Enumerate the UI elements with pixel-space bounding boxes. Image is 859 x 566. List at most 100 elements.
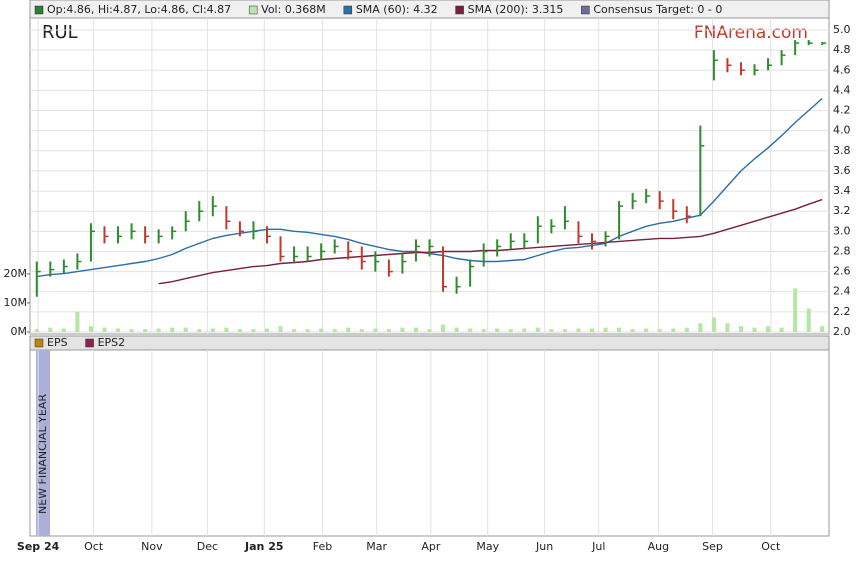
price-panel xyxy=(29,17,830,335)
y-tick-label: 4.2 xyxy=(833,104,851,117)
ohlc-bar xyxy=(279,236,285,262)
x-tick-label: Jan 25 xyxy=(244,540,283,553)
x-tick-label: Sep 24 xyxy=(17,540,60,553)
x-tick-label: Dec xyxy=(197,540,218,553)
ohlc-bar xyxy=(672,199,678,220)
y2-tick-label: 20M xyxy=(4,267,28,280)
y-tick-label: 4.8 xyxy=(833,43,851,56)
y-tick-label: 2.8 xyxy=(833,244,851,257)
volume-bar xyxy=(102,327,107,332)
volume-bar xyxy=(711,317,716,332)
legend-label: EPS2 xyxy=(98,336,126,349)
volume-bar xyxy=(264,328,270,332)
ohlc-bar xyxy=(265,226,271,244)
ohlc-bar xyxy=(360,246,366,270)
ohlc-bar xyxy=(49,261,55,277)
ohlc-bar xyxy=(157,229,163,244)
x-tick-label: Feb xyxy=(313,540,332,553)
ohlc-bar xyxy=(496,239,502,257)
y-tick-label: 2.4 xyxy=(833,285,851,298)
ohlc-bar xyxy=(550,219,556,234)
volume-bar xyxy=(305,329,310,332)
volume-bar xyxy=(562,329,567,332)
financial-year-band xyxy=(36,350,50,536)
volume-bar xyxy=(251,329,256,332)
ohlc-bar xyxy=(442,246,448,292)
ohlc-bar xyxy=(712,50,718,81)
volume-bar xyxy=(237,329,242,332)
volume-bar xyxy=(319,328,324,332)
volume-bar xyxy=(48,327,53,332)
volume-bar xyxy=(34,329,39,332)
y2-tick-label: 0M xyxy=(11,325,28,338)
x-tick-label: Jul xyxy=(591,540,605,553)
ohlc-bar xyxy=(753,64,759,76)
volume-bar xyxy=(684,327,689,332)
ohlc-bar xyxy=(536,216,542,244)
eps-panel xyxy=(29,335,830,537)
ohlc-bar xyxy=(658,191,664,210)
ohlc-bar xyxy=(184,211,190,232)
y-tick-label: 3.4 xyxy=(833,184,851,197)
y-tick-label: 3.0 xyxy=(833,224,851,237)
ohlc-bar xyxy=(618,201,624,240)
ohlc-bar xyxy=(739,62,745,76)
ohlc-bar xyxy=(252,221,258,240)
ohlc-bar xyxy=(35,261,41,297)
legend-label: SMA (60): 4.32 xyxy=(356,3,438,16)
volume-bar xyxy=(210,328,215,332)
volume-bar xyxy=(725,323,730,332)
volume-bar xyxy=(454,327,459,332)
ohlc-bar xyxy=(117,226,123,244)
volume-bar xyxy=(115,328,121,332)
volume-bar xyxy=(197,329,202,332)
ohlc-bar xyxy=(523,233,529,250)
legend-label: EPS xyxy=(47,336,68,349)
ohlc-bar xyxy=(144,226,150,244)
y-tick-label: 4.4 xyxy=(833,83,851,96)
volume-bar xyxy=(373,328,378,332)
ohlc-bar xyxy=(62,259,68,274)
volume-bar xyxy=(427,329,432,332)
volume-bar xyxy=(508,329,513,332)
ohlc-bar xyxy=(320,243,326,260)
volume-bar xyxy=(644,328,649,332)
legend-swatch xyxy=(34,338,44,348)
ohlc-bar xyxy=(577,221,583,244)
ohlc-bar xyxy=(374,251,380,272)
x-tick-label: Mar xyxy=(366,540,387,553)
ohlc-bar xyxy=(387,259,393,277)
price-legend-bar xyxy=(29,0,830,19)
volume-bar xyxy=(468,328,473,332)
volume-bar xyxy=(481,329,486,332)
x-tick-label: Sep xyxy=(702,540,723,553)
volume-bar xyxy=(292,329,297,332)
y-tick-label: 3.8 xyxy=(833,144,851,157)
ohlc-bar xyxy=(211,196,217,217)
ohlc-bar xyxy=(171,226,177,240)
ohlc-bar xyxy=(198,201,204,222)
legend-swatch xyxy=(581,5,590,15)
volume-bar xyxy=(386,329,391,332)
ohlc-bar xyxy=(333,239,339,254)
volume-bar xyxy=(332,329,337,332)
legend-label: Vol: 0.368M xyxy=(261,3,326,16)
volume-bar xyxy=(224,327,229,332)
ohlc-bar xyxy=(225,206,231,230)
x-tick-label: Jun xyxy=(535,540,553,553)
volume-bar xyxy=(441,324,446,332)
volume-bar xyxy=(88,326,93,332)
volume-bar xyxy=(413,327,418,332)
sma-line xyxy=(158,198,823,285)
ohlc-bar xyxy=(89,223,95,262)
legend-swatch xyxy=(34,5,44,15)
volume-bar xyxy=(671,328,676,332)
legend-swatch xyxy=(455,5,464,15)
ohlc-bar xyxy=(591,233,597,250)
ohlc-bar xyxy=(482,243,488,267)
ohlc-bar xyxy=(780,50,786,66)
ohlc-bar xyxy=(347,241,353,260)
y-tick-label: 2.0 xyxy=(833,325,851,338)
volume-bar xyxy=(752,327,757,332)
